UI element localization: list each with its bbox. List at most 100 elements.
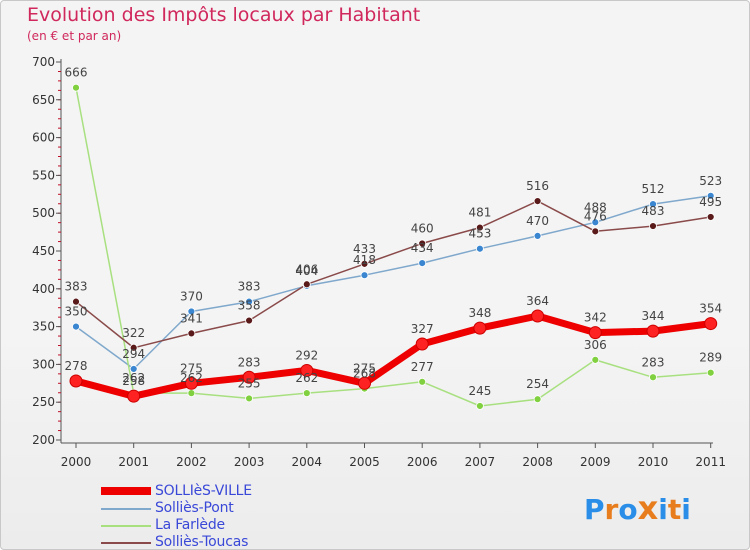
x-tick-label: 2010	[638, 455, 669, 469]
data-label: 275	[180, 361, 203, 375]
data-point	[187, 389, 196, 398]
data-point	[591, 355, 600, 364]
data-label: 255	[238, 376, 261, 390]
data-label: 470	[526, 214, 549, 228]
data-point	[649, 373, 657, 382]
data-point	[533, 395, 542, 404]
data-point	[475, 402, 484, 410]
data-label: 258	[122, 374, 145, 388]
data-label: 278	[65, 359, 88, 373]
data-label: 483	[642, 204, 665, 218]
data-label: 350	[65, 305, 88, 319]
data-label: 453	[468, 227, 491, 241]
series-line	[75, 87, 711, 407]
data-point	[649, 200, 657, 209]
data-label: 341	[180, 311, 203, 325]
data-point	[360, 259, 369, 268]
data-point	[415, 337, 429, 351]
x-tick-label: 2008	[522, 455, 553, 469]
data-label: 481	[468, 206, 491, 220]
data-label: 354	[699, 302, 722, 316]
data-label: 460	[411, 221, 434, 235]
logo-letter: P	[584, 493, 605, 526]
data-point	[129, 365, 138, 373]
data-label: 342	[584, 311, 607, 325]
y-tick-label: 600	[32, 131, 55, 145]
data-point	[242, 370, 256, 384]
logo-letter: t	[667, 493, 682, 526]
logo-letter: i	[681, 493, 691, 526]
data-label: 666	[65, 66, 88, 80]
data-label: 348	[468, 306, 491, 320]
data-point	[533, 231, 542, 240]
chart-subtitle: (en € et par an)	[27, 29, 122, 43]
data-point	[475, 223, 484, 232]
data-point	[69, 374, 83, 388]
data-point	[72, 297, 80, 306]
data-point	[127, 389, 141, 403]
data-label: 283	[238, 355, 261, 369]
data-point	[473, 321, 487, 335]
x-tick-label: 2001	[118, 455, 149, 469]
data-point	[184, 376, 198, 390]
data-point	[245, 316, 254, 325]
data-point	[72, 83, 80, 92]
y-tick-label: 450	[32, 244, 55, 258]
data-point	[706, 191, 715, 200]
data-point	[531, 309, 545, 323]
data-label: 289	[699, 351, 722, 365]
legend-swatch	[101, 508, 151, 510]
logo-letter: i	[658, 493, 668, 526]
data-point	[245, 394, 254, 403]
series-lines	[75, 87, 712, 407]
legend-swatch	[101, 542, 151, 544]
x-tick-label: 2002	[176, 455, 207, 469]
proxiti-logo: Proxiti	[584, 489, 691, 527]
data-point	[704, 317, 718, 331]
data-label: 262	[295, 371, 318, 385]
data-point	[588, 326, 602, 340]
data-label: 433	[353, 242, 376, 256]
x-tick-label: 2011	[695, 455, 726, 469]
x-tick-label: 2006	[407, 455, 438, 469]
series-line	[75, 200, 711, 349]
x-tick-label: 2005	[349, 455, 380, 469]
data-label: 476	[584, 209, 607, 223]
y-tick-label: 500	[32, 206, 55, 220]
legend-swatch	[101, 487, 151, 495]
data-label: 262	[122, 371, 145, 385]
data-label: 358	[238, 299, 261, 313]
data-point	[646, 324, 660, 338]
data-point	[129, 343, 138, 352]
data-label: 262	[180, 371, 203, 385]
legend-label: SOLLIèS-VILLE	[155, 483, 252, 499]
data-point	[300, 363, 314, 377]
legend-label: La Farlède	[155, 517, 225, 533]
legend-swatch	[101, 525, 151, 527]
data-label: 322	[122, 326, 145, 340]
y-tick-label: 400	[32, 282, 55, 296]
data-label: 383	[238, 280, 261, 294]
data-label: 292	[295, 348, 318, 362]
logo-letter: r	[604, 493, 619, 526]
data-point	[360, 271, 369, 280]
data-point	[591, 218, 600, 227]
data-label: 277	[411, 360, 434, 374]
data-label: 523	[699, 174, 722, 188]
data-label: 370	[180, 289, 203, 303]
data-label: 495	[699, 195, 722, 209]
y-tick-label: 300	[32, 357, 55, 371]
data-point	[418, 259, 427, 267]
axes: 200 250 300 350 400 450 500 550 600 650 700 2000 200…	[32, 55, 726, 469]
x-tick-label: 2000	[61, 455, 92, 469]
data-label: 327	[411, 322, 434, 336]
series-points	[69, 83, 718, 410]
y-tick-label: 550	[32, 168, 55, 182]
chart-title: Evolution des Impôts locaux par Habitant	[27, 4, 421, 26]
data-label: 364	[526, 294, 549, 308]
data-point	[706, 213, 715, 221]
x-tick-label: 2007	[465, 455, 496, 469]
logo-letter: o	[618, 493, 638, 526]
data-labels: 278 258 275 283 292 275 327 348 364 342 344 354 350 2…	[65, 66, 723, 398]
